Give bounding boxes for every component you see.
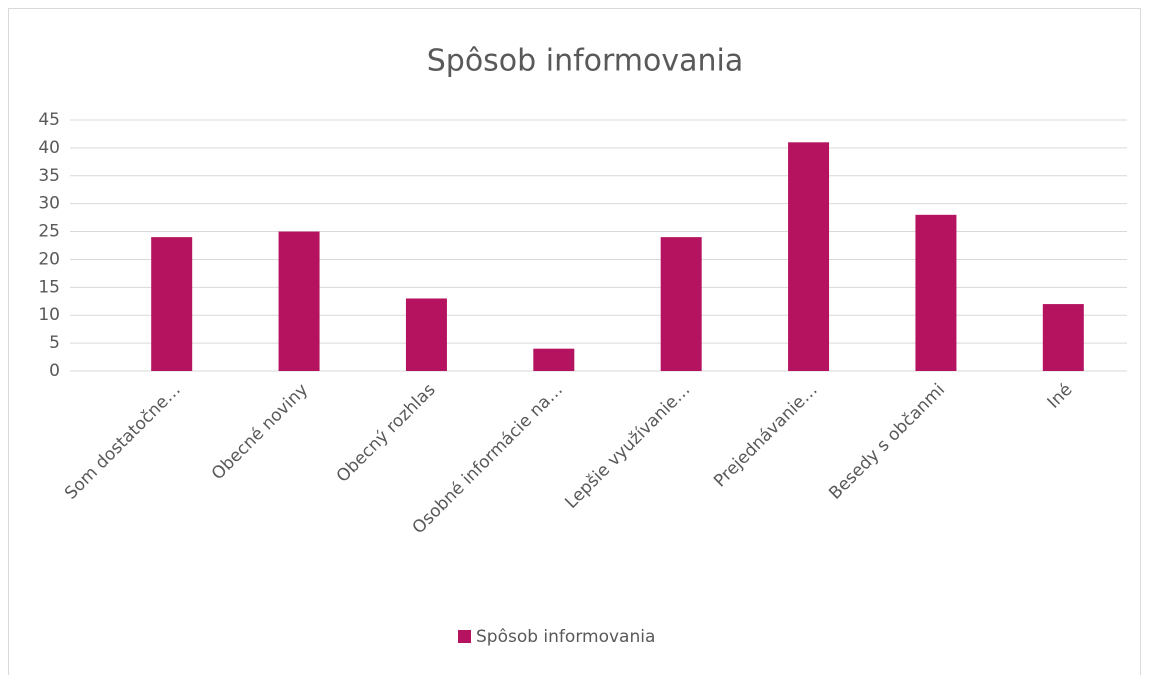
bar [278,231,320,371]
legend-label: Spôsob informovania [476,627,655,647]
bar [788,142,830,371]
x-tick-label: Besedy s občanmi [825,380,949,504]
bar [533,348,575,371]
x-tick-label: Obecný rozhlas [333,380,440,487]
x-tick-label: Iné [1044,380,1077,413]
x-tick-label: Osobné informácie na… [409,380,567,538]
x-tick-label: Obecné noviny [208,380,312,484]
x-tick-label: Prejednávanie… [710,380,821,491]
bar [1042,304,1084,371]
bar [915,214,957,371]
chart-title: Spôsob informovania [427,44,744,79]
y-tick-label: 20 [38,249,60,269]
y-tick-label: 35 [38,166,60,186]
y-tick-label: 5 [49,333,60,353]
legend-swatch [458,630,471,643]
y-tick-label: 10 [38,305,60,325]
bar [660,237,702,371]
chart-frame [8,8,1141,675]
y-tick-label: 30 [38,194,60,214]
x-tick-label: Som dostatočne… [61,380,185,504]
y-tick-label: 0 [49,361,60,381]
x-tick-label: Lepšie využívanie… [561,380,694,513]
bar [405,298,447,371]
y-tick-label: 15 [38,277,60,297]
y-tick-label: 40 [38,138,60,158]
y-tick-label: 45 [38,110,60,130]
bar [151,237,193,371]
y-tick-label: 25 [38,222,60,242]
